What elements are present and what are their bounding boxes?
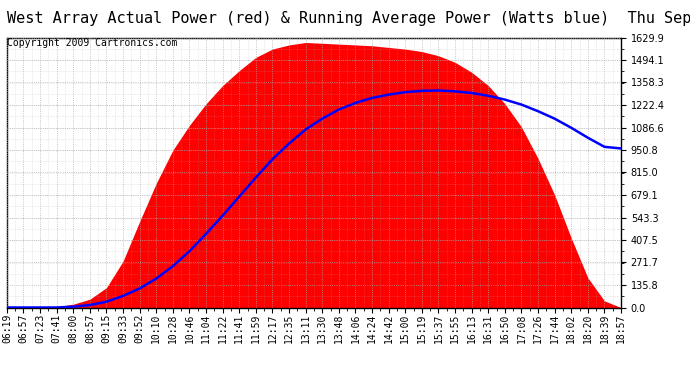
Text: Copyright 2009 Cartronics.com: Copyright 2009 Cartronics.com	[7, 38, 177, 48]
Text: West Array Actual Power (red) & Running Average Power (Watts blue)  Thu Sep 3 19: West Array Actual Power (red) & Running …	[7, 11, 690, 26]
